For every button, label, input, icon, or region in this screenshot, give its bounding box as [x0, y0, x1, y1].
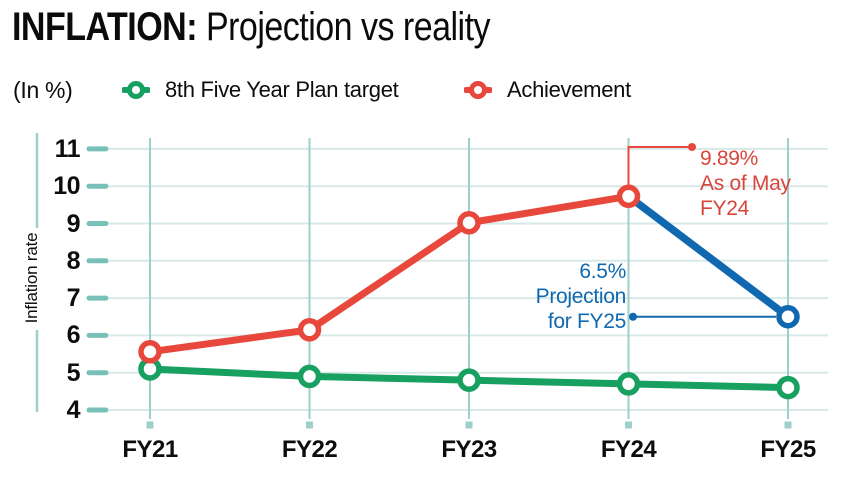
annotation-fy24-value: 9.89%: [700, 147, 759, 170]
xtick-FY21: [146, 421, 154, 429]
annotation-fy25-value: 6.5%: [579, 260, 626, 283]
y-tick-label-9: 9: [66, 209, 81, 238]
fy25-annotation-dot: [629, 312, 637, 321]
annotation-fy25-projection: 6.5% Projection for FY25: [498, 259, 627, 334]
annotation-fy25-caption: Projection: [535, 285, 627, 308]
data-point-8th-five-year-plan-target-FY22: [297, 364, 322, 389]
xtick-FY22: [306, 421, 313, 429]
title-keyword: INFLATION:: [12, 5, 198, 49]
y-tick-label-5: 5: [66, 358, 81, 387]
y-tick-label-7: 7: [66, 284, 81, 313]
achievement-series-marker-icon: [464, 81, 492, 99]
annotation-fy24-caption: As of May: [700, 172, 791, 195]
data-point-achievement-FY22: [297, 318, 322, 342]
annotation-fy24-period: FY24: [700, 197, 749, 220]
y-tick-label-6: 6: [66, 321, 81, 350]
data-point-8th-five-year-plan-target-FY24: [616, 372, 641, 396]
target-series-marker-icon: [122, 81, 150, 99]
xtick-FY25: [784, 421, 792, 429]
legend-item-target: 8th Five Year Plan target: [122, 76, 399, 104]
series-line-2: [624, 192, 792, 321]
series-line-1: [146, 192, 632, 356]
data-point-projection-for-fy25-FY25: [776, 305, 800, 329]
data-point-achievement-FY24: [616, 184, 641, 209]
data-point-8th-five-year-plan-target-FY25: [776, 375, 800, 400]
fy24-annotation-dot: [688, 143, 696, 151]
x-axis-label-FY21: FY21: [122, 436, 178, 463]
x-axis-label-FY25: FY25: [760, 436, 816, 463]
legend-label-target: 8th Five Year Plan target: [165, 77, 399, 102]
xtick-FY24: [625, 421, 632, 429]
page-title: INFLATION: Projection vs reality: [12, 4, 491, 50]
legend-label-achievement: Achievement: [507, 77, 631, 102]
y-tick-label-8: 8: [66, 246, 81, 275]
title-subtitle: Projection vs reality: [197, 5, 491, 49]
y-tick-label-11: 11: [54, 134, 81, 163]
x-axis-label-FY23: FY23: [441, 436, 497, 463]
fy24-annotation-connector: [627, 146, 692, 192]
x-axis-label-FY24: FY24: [600, 436, 657, 463]
legend-item-achievement: Achievement: [464, 76, 631, 104]
annotation-fy24-achievement: 9.89% As of May FY24: [700, 146, 791, 221]
annotation-fy25-period: for FY25: [547, 310, 626, 333]
xtick-FY23: [465, 421, 473, 429]
data-point-achievement-FY21: [138, 340, 162, 364]
data-point-8th-five-year-plan-target-FY23: [457, 368, 481, 392]
y-tick-label-10: 10: [53, 172, 80, 201]
data-point-achievement-FY23: [457, 211, 481, 235]
unit-label: (In %): [13, 77, 73, 103]
y-tick-label-4: 4: [66, 396, 81, 424]
x-axis-label-FY22: FY22: [281, 436, 338, 463]
